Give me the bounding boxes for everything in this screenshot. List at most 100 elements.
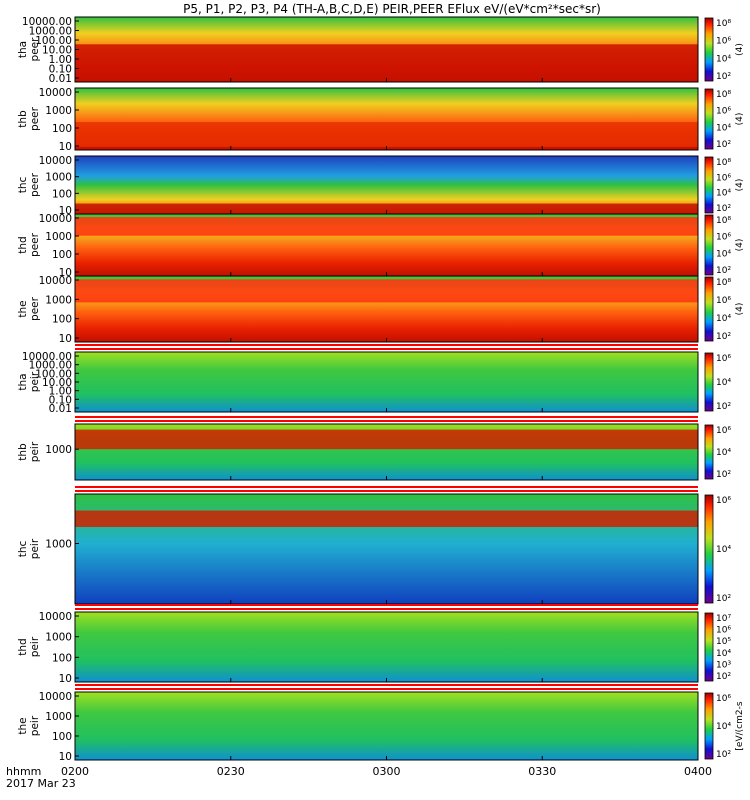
y-axis-label-species: peir [29,371,41,392]
panel-thb-peir: 1000 thb peir 10⁶ 10⁴ 10² [17,416,731,481]
colorbar [704,214,714,276]
panel-thc-peer: 10000 1000 100 10 thc peer 10⁸ 10⁶ 10⁴ 10² (4) [17,155,745,217]
colorbar-tick-label: 10² [716,750,731,760]
colorbar-label: (4) [735,303,745,316]
y-tick-label: 0.01 [49,403,72,415]
separator-stripe-gap [75,418,698,420]
y-axis-label-species: peer [29,37,41,62]
colorbar-tick-label: 10⁴ [716,314,731,324]
time-tick-label: 0300 [373,765,401,778]
y-axis-label-probe: thc [17,177,29,194]
y-tick-label: 100 [52,123,72,135]
y-tick-label: 1000 [45,294,72,306]
y-axis-label-probe: tha [17,41,29,58]
y-axis-label-probe: the [17,717,29,734]
time-tick-label: 0200 [61,765,89,778]
colorbar [704,692,714,760]
y-tick-label: 10 [59,267,72,279]
y-tick-label: 10.00 [42,377,72,389]
y-tick-label: 0.10 [49,394,72,406]
colorbar [704,276,714,342]
flux-band [75,279,698,303]
colorbar [704,88,714,150]
y-tick-label: 1000 [45,539,72,551]
colorbar-tick-label: 10⁶ [716,626,731,636]
y-tick-label: 100 [52,314,72,326]
flux-band [75,203,698,214]
spectrogram-image [75,612,698,682]
colorbar-tick-label: 10⁶ [716,37,731,47]
y-tick-label: 100.00 [35,368,72,380]
y-tick-label: 10000 [39,275,72,287]
y-axis-label-probe: thd [17,638,29,655]
y-tick-label: 10000 [39,691,72,703]
y-tick-label: 100 [52,249,72,261]
colorbar [704,352,714,412]
y-tick-label: 1000 [45,231,72,243]
y-tick-label: 100.00 [35,35,72,47]
y-tick-label: 1000.00 [29,360,72,372]
colorbar-tick-label: 10⁵ [716,637,731,647]
y-axis-label-species: peer [29,296,41,321]
colorbar [704,17,714,82]
colorbar-tick-label: 10⁶ [716,173,731,183]
spectrogram-image [75,692,698,760]
colorbar-tick-label: 10⁴ [716,378,731,388]
y-tick-label: 10.00 [42,45,72,57]
flux-band [75,217,698,236]
y-axis-label-probe: thb [17,443,29,461]
colorbar-tick-label: 10⁶ [716,496,731,506]
colorbar [704,494,714,604]
time-tick-label: 0330 [528,765,556,778]
colorbar-tick-label: 10⁴ [716,649,731,659]
spectrogram-image [75,352,698,412]
y-axis-label-probe: thb [17,110,29,128]
colorbar-tick-label: 10⁷ [716,614,731,624]
y-tick-label: 1000 [45,632,72,644]
y-axis-label-probe: the [17,300,29,317]
colorbar [704,612,714,682]
colorbar-tick-label: 10⁸ [716,278,731,288]
y-tick-label: 0.01 [49,73,72,85]
colorbar-tick-label: 10⁶ [716,694,731,704]
colorbar-tick-label: 10⁶ [716,233,731,243]
time-axis-date: 2017 Mar 23 [6,777,76,790]
y-tick-label: 100 [52,652,72,664]
separator-stripe-gap [75,346,698,348]
colorbar-tick-label: 10⁴ [716,722,731,732]
figure-title: P5, P1, P2, P3, P4 (TH-A,B,C,D,E) PEIR,P… [183,2,601,16]
flux-band [75,429,698,450]
colorbar-tick-label: 10² [716,266,731,276]
y-tick-label: 10000.00 [22,351,72,363]
colorbar-tick-label: 10² [716,672,731,682]
y-tick-label: 100 [52,188,72,200]
y-axis-label-probe: tha [17,373,29,390]
y-tick-label: 1.00 [49,386,72,398]
y-tick-label: 1000 [45,172,72,184]
y-tick-label: 10 [59,141,72,153]
flux-band [75,122,698,147]
panel-thd-peer: 10000 1000 100 10 thd peer 10⁸ 10⁶ 10⁴ 10² (4) [17,213,745,279]
colorbar-tick-label: 10⁴ [716,545,731,555]
y-tick-label: 10 [59,205,72,217]
y-axis-label-species: peir [29,441,41,462]
colorbar-tick-label: 10⁴ [716,448,731,458]
time-tick-label: 0400 [684,765,712,778]
colorbar-tick-label: 10⁶ [716,296,731,306]
time-axis-label: hhmm [6,765,41,778]
y-tick-label: 1000 [45,444,72,456]
y-axis-label-species: peer [29,106,41,131]
colorbar-tick-label: 10⁴ [716,54,731,64]
y-axis-label-species: peer [29,172,41,197]
y-tick-label: 1000 [45,105,72,117]
colorbar-tick-label: 10² [716,470,731,480]
panel-the-peer: 10000 1000 100 10 the peer 10⁸ 10⁶ 10⁴ 10² (4) [17,275,745,345]
colorbar-tick-label: 10⁶ [716,426,731,436]
colorbar-tick-label: 10⁶ [716,354,731,364]
y-axis-label-species: peir [29,636,41,657]
y-axis-label-species: peir [29,538,41,559]
